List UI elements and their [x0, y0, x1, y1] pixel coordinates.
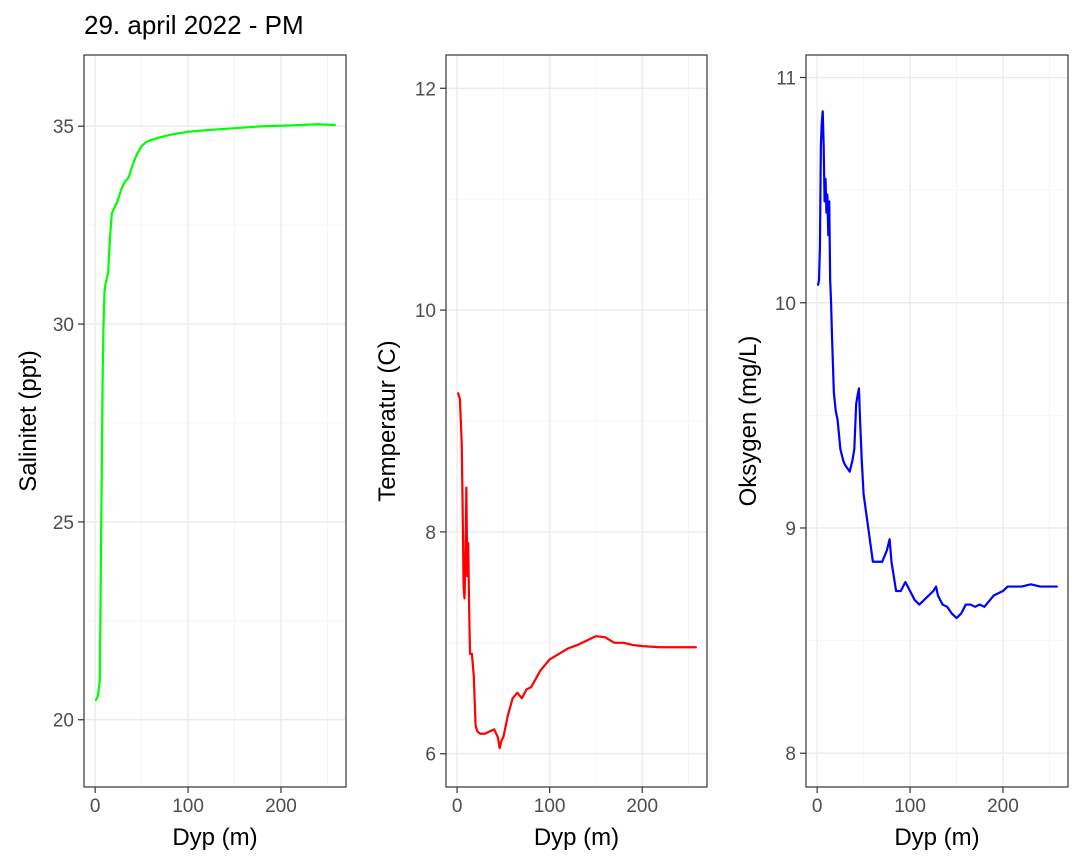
y-tick-label: 20	[53, 711, 74, 732]
y-tick-label: 10	[775, 294, 796, 315]
x-tick-label: 200	[987, 796, 1019, 817]
x-tick-label: 0	[90, 796, 101, 817]
salinity-panel-border	[83, 54, 347, 788]
x-tick-label: 100	[172, 796, 204, 817]
oxygen-y-axis-title: Oksygen (mg/L)	[735, 336, 762, 507]
temperature-y-axis-title: Temperatur (C)	[374, 340, 401, 501]
y-tick-label: 8	[425, 523, 436, 544]
y-tick-label: 6	[425, 745, 436, 766]
oxygen-panel: 0 100 200 8 9 10 11 Dyp (m) Oksygen (mg/L)	[735, 54, 1069, 851]
temperature-series-line	[456, 392, 697, 750]
temperature-panel-border	[445, 54, 708, 788]
salinity-series-line	[94, 123, 336, 702]
oxygen-x-axis-title: Dyp (m)	[894, 824, 979, 851]
y-tick-label: 9	[785, 519, 796, 540]
y-tick-label: 12	[415, 79, 436, 100]
temperature-panel: 0 100 200 6 8 10 12 Dyp (m) Temperatur (C)	[374, 54, 708, 851]
x-tick-label: 100	[534, 796, 566, 817]
x-tick-label: 200	[626, 796, 658, 817]
x-tick-label: 100	[894, 796, 926, 817]
x-tick-label: 0	[452, 796, 463, 817]
x-tick-label: 200	[265, 796, 297, 817]
oxygen-panel-border	[805, 54, 1069, 788]
y-tick-label: 10	[415, 301, 436, 322]
y-tick-label: 30	[53, 315, 74, 336]
y-tick-label: 8	[785, 744, 796, 765]
y-tick-label: 25	[53, 513, 74, 534]
salinity-y-axis-title: Salinitet (ppt)	[15, 350, 42, 491]
salinity-x-axis-title: Dyp (m)	[172, 824, 257, 851]
temperature-x-axis-title: Dyp (m)	[534, 824, 619, 851]
y-tick-label: 35	[53, 117, 74, 138]
y-tick-label: 11	[776, 69, 796, 90]
oxygen-series-line	[816, 110, 1058, 620]
chart-title: 29. april 2022 - PM	[84, 10, 304, 40]
x-tick-label: 0	[812, 796, 823, 817]
salinity-panel: 0 100 200 20 25 30 35 Dyp (m) Salinitet (ppt)	[15, 54, 347, 851]
